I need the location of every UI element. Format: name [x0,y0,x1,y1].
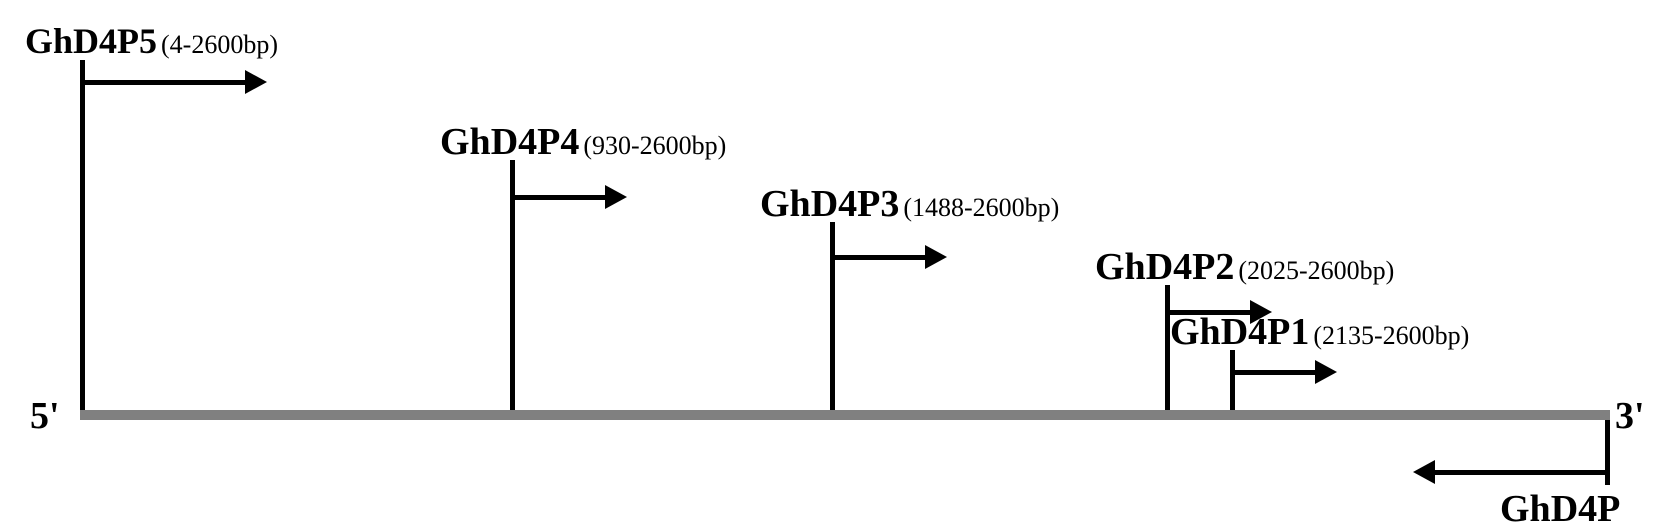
primer-p-arrow-head [1413,460,1435,484]
primer-p2-label: GhD4P2 (2025-2600bp) [1095,245,1394,289]
primer-p1-arrow-head [1315,360,1337,384]
primer-p3-name: GhD4P3 [760,183,899,225]
primer-p-tick [1605,420,1610,485]
primer-p5-label: GhD4P5 (4-2600bp) [25,20,278,62]
primer-p5-arrow-head [245,70,267,94]
primer-p3-arrow-head [925,245,947,269]
primer-p4-range: (930-2600bp) [583,131,726,160]
primer-p3-tick [830,222,835,410]
primer-p5-arrow-shaft [85,80,245,85]
primer-p-name: GhD4P [1500,488,1620,530]
primer-p3-arrow-shaft [835,255,925,260]
primer-p1-arrow-shaft [1235,370,1315,375]
primer-p2-range: (2025-2600bp) [1238,256,1394,285]
primer-p3-label: GhD4P3 (1488-2600bp) [760,182,1059,226]
primer-p4-arrow-shaft [515,195,605,200]
primer-map-diagram: 5' 3' GhD4P5 (4-2600bp) GhD4P4 (930-2600… [20,20,1642,501]
primer-p1-range: (2135-2600bp) [1313,321,1469,350]
main-sequence-line [80,410,1610,420]
primer-p-arrow-shaft [1435,470,1605,475]
primer-p4-name: GhD4P4 [440,121,579,163]
primer-p2-name: GhD4P2 [1095,246,1234,288]
five-prime-label: 5' [30,394,60,438]
primer-p5-range: (4-2600bp) [161,30,278,59]
primer-p1-tick [1230,350,1235,410]
three-prime-label: 3' [1615,394,1645,438]
primer-p1-name: GhD4P1 [1170,311,1309,353]
primer-p4-label: GhD4P4 (930-2600bp) [440,120,726,164]
primer-p5-tick [80,60,85,410]
primer-p5-name: GhD4P5 [25,21,157,61]
primer-p3-range: (1488-2600bp) [903,193,1059,222]
primer-p1-label: GhD4P1 (2135-2600bp) [1170,310,1469,354]
primer-p-label: GhD4P [1500,487,1620,531]
primer-p4-arrow-head [605,185,627,209]
